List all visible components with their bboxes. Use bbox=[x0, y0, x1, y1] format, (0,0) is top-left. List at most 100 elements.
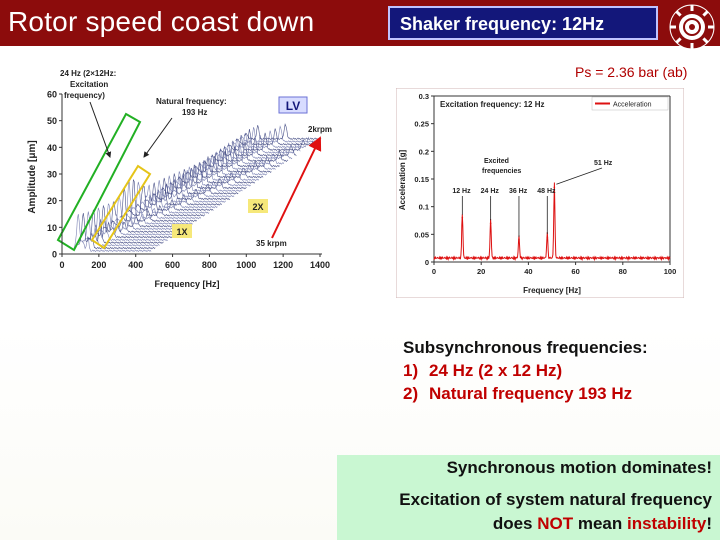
sp-peak-point bbox=[518, 239, 520, 241]
wf-spectrum-line bbox=[94, 204, 173, 239]
subsynchronous-heading: Subsynchronous frequencies: bbox=[403, 338, 648, 357]
sp-legend-label: Acceleration bbox=[613, 102, 652, 109]
waterfall-spectra bbox=[73, 123, 322, 253]
sp-x-tick-label: 60 bbox=[571, 267, 579, 276]
wf-spectrum-line bbox=[169, 164, 247, 190]
lv-badge bbox=[278, 96, 308, 114]
excitation-annotation-3: frequency) bbox=[64, 91, 105, 100]
wf-spectrum-line bbox=[152, 173, 231, 201]
wf-spectrum-line bbox=[161, 169, 239, 195]
wf-x-tick-label: 400 bbox=[128, 260, 143, 270]
excitation-highlight bbox=[56, 112, 142, 252]
sp-peak-point bbox=[489, 222, 492, 225]
sp-y-label: Acceleration [g] bbox=[398, 149, 407, 210]
wf-spectrum-line bbox=[210, 141, 289, 162]
sp-x-label: Frequency [Hz] bbox=[523, 286, 581, 295]
subsync-item-2: 2) Natural frequency 193 Hz bbox=[403, 384, 633, 403]
excitation-arrow bbox=[89, 101, 112, 158]
wf-x-tick-label: 1200 bbox=[273, 260, 293, 270]
sp-x-tick-label: 0 bbox=[432, 267, 436, 276]
wf-x-tick-label: 600 bbox=[165, 260, 180, 270]
conclusion-line-1: Synchronous motion dominates! bbox=[446, 458, 712, 477]
wf-y-tick-label: 20 bbox=[47, 196, 57, 206]
wf-spectrum-line bbox=[181, 157, 260, 182]
shaker-frequency-label: Shaker frequency: 12Hz bbox=[400, 14, 605, 34]
wf-spectrum-line bbox=[107, 195, 185, 231]
sp-peak-point bbox=[553, 186, 556, 189]
wf-spectrum-line bbox=[235, 128, 314, 146]
sp-x-tick-label: 100 bbox=[664, 267, 677, 276]
one-x-label: 1X bbox=[176, 227, 187, 237]
sp-legend-box bbox=[591, 96, 669, 111]
slide-title: Rotor speed coast down bbox=[8, 6, 315, 37]
supply-pressure-label: Ps = 2.36 bar (ab) bbox=[575, 64, 688, 80]
shaker-frequency-box: Shaker frequency: 12Hz bbox=[388, 6, 658, 40]
natural-annotation-2: 193 Hz bbox=[182, 108, 207, 117]
wf-y-tick-label: 60 bbox=[47, 90, 57, 100]
excited-label-2: frequencies bbox=[482, 168, 521, 175]
wf-y-tick-label: 50 bbox=[47, 116, 57, 126]
wf-y-tick-label: 0 bbox=[52, 250, 57, 260]
wf-spectrum-line bbox=[144, 177, 222, 206]
conclusion-line-3: does NOT mean instability! bbox=[492, 514, 712, 533]
wf-x-tick-label: 800 bbox=[202, 260, 217, 270]
sp-x-tick-label: 20 bbox=[477, 267, 485, 276]
sp-natural-arrow bbox=[556, 167, 603, 185]
wf-y-tick-label: 10 bbox=[47, 223, 57, 233]
header-bar: Rotor speed coast down Shaker frequency:… bbox=[0, 0, 720, 50]
wf-spectrum-line bbox=[86, 209, 164, 244]
wf-spectrum-line bbox=[131, 184, 210, 214]
wf-x-tick-label: 0 bbox=[59, 260, 64, 270]
lv-label: LV bbox=[286, 99, 300, 113]
wf-x-tick-label: 1000 bbox=[236, 260, 256, 270]
two-x-label: 2X bbox=[252, 202, 263, 212]
wf-spectrum-line bbox=[239, 125, 318, 143]
wf-spectrum-line bbox=[243, 123, 322, 141]
wf-spectrum-line bbox=[119, 179, 197, 223]
wf-spectrum-line bbox=[218, 137, 297, 157]
subsync-item-1: 1) 24 Hz (2 x 12 Hz) bbox=[403, 361, 563, 380]
wf-spectrum-line bbox=[140, 180, 218, 209]
wf-spectrum-line bbox=[156, 171, 235, 198]
sp-y-tick-label: 0 bbox=[425, 258, 429, 267]
wf-spectrum-line bbox=[102, 201, 181, 233]
excitation-annotation-2: Excitation bbox=[70, 80, 108, 89]
natural-51-label: 51 Hz bbox=[594, 160, 613, 167]
wf-spectrum-line bbox=[123, 181, 202, 220]
wf-x-tick-label: 1400 bbox=[310, 260, 330, 270]
wf-y-label: Amplitude [μm] bbox=[27, 140, 38, 213]
wf-spectrum-line bbox=[90, 207, 168, 242]
wf-spectrum-line bbox=[202, 146, 280, 168]
sp-peak-point bbox=[546, 236, 549, 238]
wf-y-tick-label: 40 bbox=[47, 143, 57, 153]
wf-spectrum-line bbox=[164, 166, 243, 193]
wf-spectrum-line bbox=[185, 155, 264, 179]
wf-spectrum-line bbox=[223, 134, 301, 154]
wf-x-label: Frequency [Hz] bbox=[154, 279, 219, 289]
sp-x-tick-label: 40 bbox=[524, 267, 532, 276]
wf-spectrum-line bbox=[193, 149, 272, 173]
wf-spectrum-line bbox=[190, 152, 268, 176]
wf-x-tick-label: 200 bbox=[91, 260, 106, 270]
peak-label-24hz: 24 Hz bbox=[481, 188, 500, 195]
speed-high-label: 35 krpm bbox=[256, 239, 287, 248]
speed-arrow bbox=[271, 136, 322, 239]
sp-y-tick-label: 0.3 bbox=[419, 92, 429, 101]
excitation-annotation-1: 24 Hz (2×12Hz: bbox=[60, 69, 116, 78]
subsynchronous-block: Subsynchronous frequencies: 1) 24 Hz (2 x… bbox=[403, 336, 648, 405]
sp-peak-point bbox=[461, 216, 464, 219]
sp-y-tick-label: 0.1 bbox=[419, 203, 429, 212]
sp-y-tick-label: 0.05 bbox=[414, 230, 429, 239]
wf-spectrum-line bbox=[177, 160, 256, 184]
one-x-badge bbox=[172, 224, 192, 238]
peak-label-12hz: 12 Hz bbox=[452, 188, 471, 195]
natural-arrow bbox=[143, 117, 173, 158]
spectrum-plot: 0 0.05 0.1 0.15 0.2 0.25 0.3 0 20 40 60 80 100 Acce… bbox=[396, 88, 684, 298]
excited-label-1: Excited bbox=[484, 158, 509, 165]
sp-title: Excitation frequency: 12 Hz bbox=[440, 100, 544, 109]
sp-y-tick-label: 0.2 bbox=[419, 147, 429, 156]
wf-spectrum-line bbox=[73, 214, 152, 253]
wf-spectrum-line bbox=[227, 132, 305, 151]
two-x-badge bbox=[248, 199, 268, 213]
